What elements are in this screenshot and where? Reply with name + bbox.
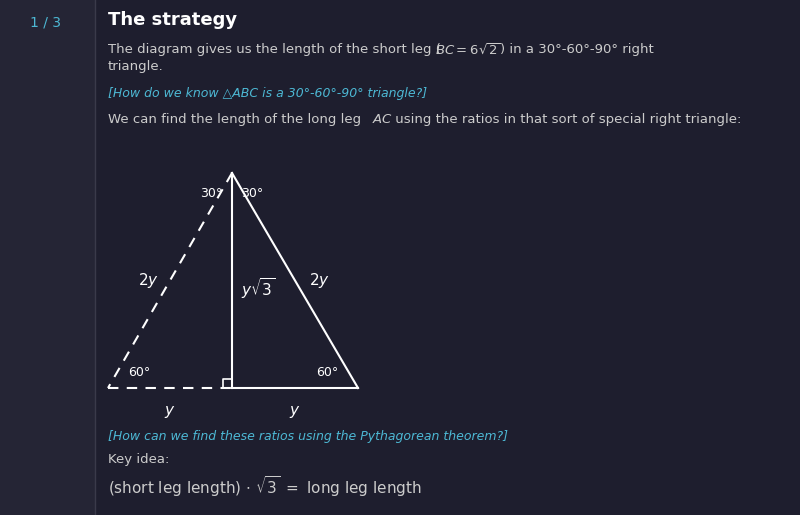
Text: $AC$: $AC$ — [372, 113, 393, 126]
Text: using the ratios in that sort of special right triangle:: using the ratios in that sort of special… — [391, 113, 742, 126]
Text: (short leg length) $\cdot$ $\sqrt{3}$ $=$ long leg length: (short leg length) $\cdot$ $\sqrt{3}$ $=… — [108, 474, 422, 499]
Text: 1 / 3: 1 / 3 — [30, 16, 61, 30]
Text: $y$: $y$ — [290, 404, 301, 420]
Text: $y$: $y$ — [164, 404, 176, 420]
Text: $y\sqrt{3}$: $y\sqrt{3}$ — [241, 276, 275, 301]
Text: 30°: 30° — [241, 187, 263, 200]
Text: $BC = 6\sqrt{2}$: $BC = 6\sqrt{2}$ — [435, 43, 500, 58]
Text: The strategy: The strategy — [108, 11, 237, 29]
Text: 60°: 60° — [316, 366, 338, 379]
Bar — [0, 0, 95, 515]
Text: ) in a 30°-60°-90° right: ) in a 30°-60°-90° right — [500, 43, 654, 56]
Text: The diagram gives us the length of the short leg (: The diagram gives us the length of the s… — [108, 43, 441, 56]
Text: [How do we know △ABC is a 30°-60°-90° triangle?]: [How do we know △ABC is a 30°-60°-90° tr… — [108, 87, 427, 100]
Text: 30°: 30° — [200, 187, 222, 200]
Text: We can find the length of the long leg: We can find the length of the long leg — [108, 113, 366, 126]
Text: 60°: 60° — [128, 366, 150, 379]
Text: triangle.: triangle. — [108, 60, 164, 73]
Text: Key idea:: Key idea: — [108, 453, 170, 466]
Text: $2y$: $2y$ — [138, 271, 158, 290]
Text: $2y$: $2y$ — [309, 271, 330, 290]
Text: [How can we find these ratios using the Pythagorean theorem?]: [How can we find these ratios using the … — [108, 430, 508, 443]
